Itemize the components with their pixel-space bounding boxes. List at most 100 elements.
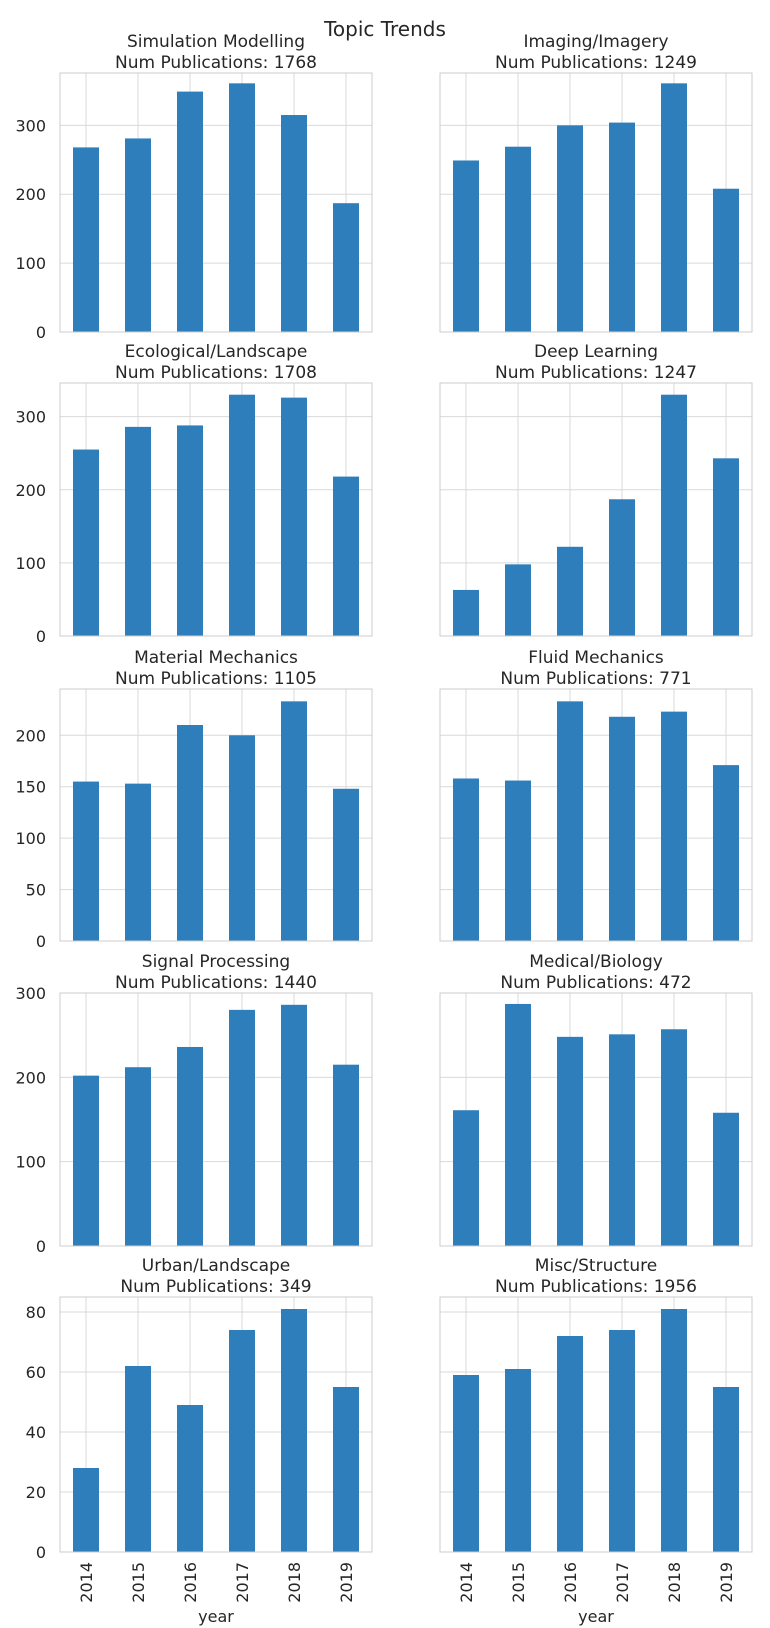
x-axis-label: year — [578, 1607, 614, 1626]
subplot-subtitle: Num Publications: 1708 — [115, 363, 317, 383]
x-tick-label: 2015 — [129, 1562, 148, 1603]
bar-2017 — [609, 716, 635, 941]
y-tick-label: 200 — [15, 1068, 46, 1087]
y-tick-label: 0 — [36, 932, 46, 951]
bar-2014 — [453, 778, 479, 941]
y-tick-label: 0 — [36, 627, 46, 646]
y-tick-label: 0 — [36, 323, 46, 342]
y-tick-label: 300 — [15, 408, 46, 427]
bar-2017 — [609, 1034, 635, 1246]
bar-2018 — [661, 83, 687, 332]
bar-2018 — [281, 1004, 307, 1246]
y-tick-label: 200 — [15, 185, 46, 204]
bar-2019 — [713, 765, 739, 941]
y-tick-label: 150 — [15, 778, 46, 797]
bar-2016 — [177, 1046, 203, 1246]
subplot-title: Signal Processing — [142, 952, 290, 972]
bar-2014 — [453, 160, 479, 332]
bar-2017 — [609, 1330, 635, 1552]
bar-2018 — [281, 1309, 307, 1552]
figure-title: Topic Trends — [323, 17, 446, 41]
bar-2018 — [661, 1309, 687, 1552]
x-tick-label: 2018 — [665, 1562, 684, 1603]
plot-frame — [59, 992, 373, 1247]
bar-2015 — [125, 426, 151, 636]
bar-2016 — [177, 1405, 203, 1552]
bar-2014 — [73, 449, 99, 636]
y-tick-label: 100 — [15, 829, 46, 848]
bar-2015 — [505, 1003, 531, 1246]
bar-2014 — [73, 781, 99, 941]
bar-2015 — [505, 1369, 531, 1552]
subplot-subtitle: Num Publications: 1247 — [495, 363, 697, 383]
bar-2017 — [229, 735, 255, 941]
bar-2019 — [333, 1064, 359, 1246]
subplot-title: Misc/Structure — [535, 1256, 657, 1276]
x-tick-label: 2016 — [181, 1562, 200, 1603]
y-tick-label: 100 — [15, 554, 46, 573]
x-tick-label: 2016 — [561, 1562, 580, 1603]
y-tick-label: 100 — [15, 254, 46, 273]
x-tick-label: 2014 — [77, 1562, 96, 1603]
x-tick-label: 2017 — [233, 1562, 252, 1603]
y-tick-label: 60 — [26, 1363, 46, 1382]
bar-2015 — [505, 146, 531, 332]
plot-frame — [439, 1296, 753, 1553]
subplot-title: Imaging/Imagery — [523, 32, 668, 52]
bar-2014 — [73, 1468, 99, 1552]
bar-2016 — [177, 425, 203, 636]
bar-2015 — [125, 1067, 151, 1246]
y-tick-label: 80 — [26, 1303, 46, 1322]
bar-2016 — [177, 725, 203, 941]
plot-frame — [439, 992, 753, 1247]
bar-2015 — [125, 783, 151, 941]
plot-frame — [439, 72, 753, 333]
bar-2018 — [281, 397, 307, 636]
y-tick-label: 0 — [36, 1237, 46, 1256]
subplot-subtitle: Num Publications: 1440 — [115, 973, 317, 993]
x-tick-label: 2015 — [509, 1562, 528, 1603]
bar-2016 — [557, 701, 583, 941]
bar-2019 — [333, 203, 359, 332]
subplot-subtitle: Num Publications: 1768 — [115, 53, 317, 73]
plot-frame — [439, 688, 753, 942]
x-axis-label: year — [198, 1607, 234, 1626]
bar-2019 — [713, 1112, 739, 1246]
y-tick-label: 200 — [15, 481, 46, 500]
bar-2014 — [453, 1110, 479, 1246]
bar-2019 — [333, 1387, 359, 1552]
plot-frame — [59, 72, 373, 333]
bar-2015 — [505, 564, 531, 636]
bar-2014 — [453, 1375, 479, 1552]
bar-2014 — [453, 589, 479, 636]
plot-frame — [59, 688, 373, 942]
bar-2018 — [661, 1029, 687, 1246]
x-tick-label: 2018 — [285, 1562, 304, 1603]
subplot-subtitle: Num Publications: 771 — [500, 669, 691, 689]
bar-2014 — [73, 1075, 99, 1246]
subplot-title: Deep Learning — [534, 342, 658, 362]
bar-2016 — [557, 1036, 583, 1246]
subplot-subtitle: Num Publications: 472 — [500, 973, 691, 993]
bar-2016 — [557, 1336, 583, 1552]
subplot-title: Material Mechanics — [134, 648, 298, 668]
y-tick-label: 50 — [26, 881, 46, 900]
subplot-subtitle: Num Publications: 1105 — [115, 669, 317, 689]
bar-2016 — [177, 91, 203, 332]
y-tick-label: 0 — [36, 1543, 46, 1562]
bar-2017 — [609, 122, 635, 333]
x-tick-label: 2019 — [337, 1562, 356, 1603]
bar-2017 — [229, 394, 255, 636]
subplot-title: Simulation Modelling — [127, 32, 305, 52]
subplot-subtitle: Num Publications: 349 — [120, 1277, 311, 1297]
bar-2019 — [713, 458, 739, 636]
y-tick-label: 200 — [15, 726, 46, 745]
bar-2014 — [73, 147, 99, 332]
y-tick-label: 300 — [15, 984, 46, 1003]
